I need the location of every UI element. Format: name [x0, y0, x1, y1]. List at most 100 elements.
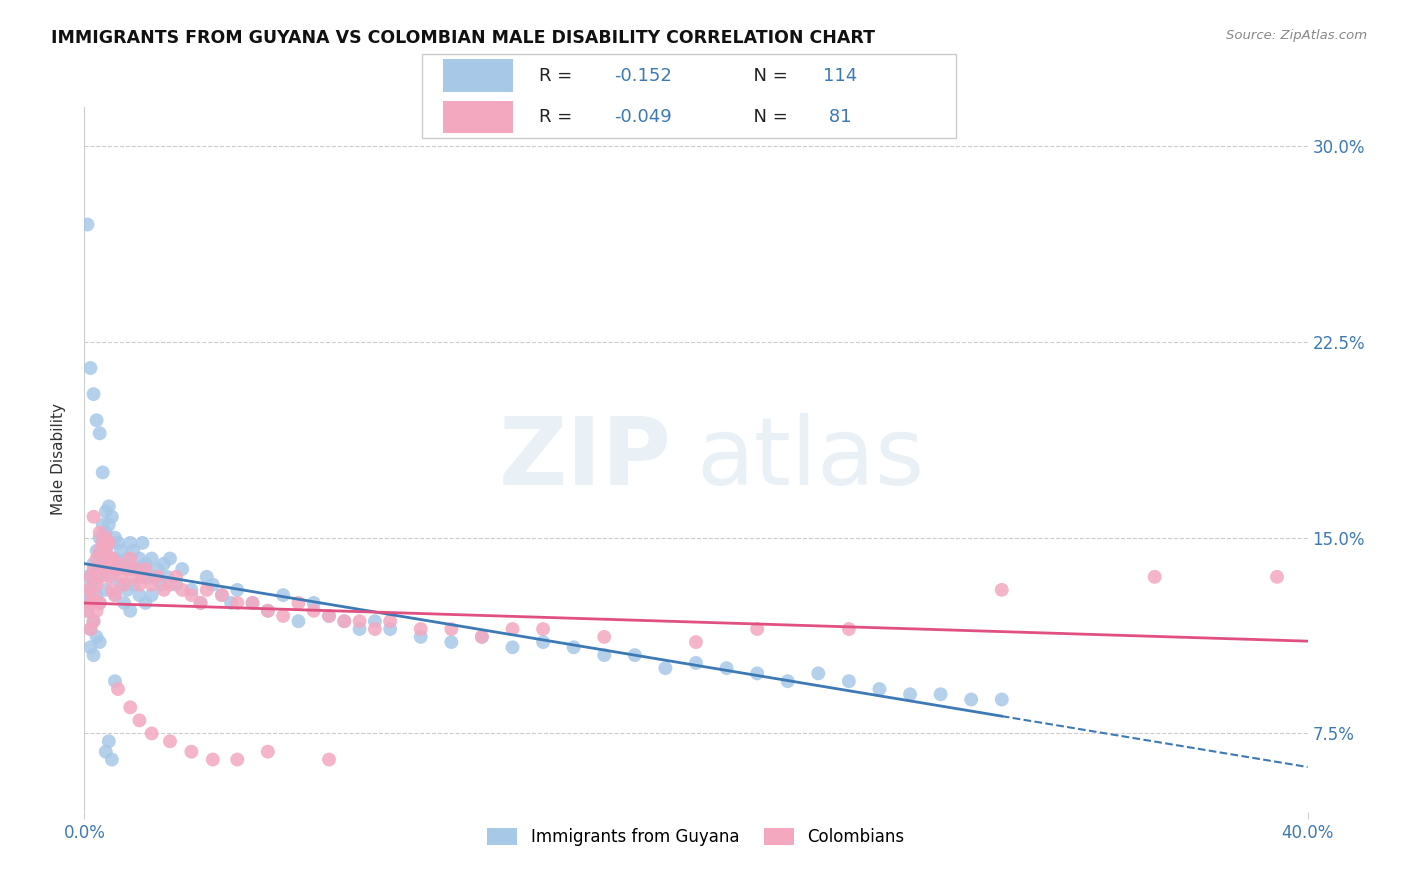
Point: [226, 582, 249, 597]
Text: 81: 81: [823, 108, 851, 126]
Point: [128, 588, 150, 602]
Point: [89, 543, 111, 558]
Point: [131, 562, 153, 576]
Point: [107, 681, 129, 696]
Point: [685, 635, 707, 649]
Point: [101, 536, 124, 550]
Point: [172, 562, 194, 576]
Point: [333, 614, 356, 628]
Point: [94, 543, 117, 558]
Point: [91, 466, 114, 480]
Point: [159, 551, 181, 566]
Point: [141, 726, 163, 740]
Point: [89, 549, 111, 563]
Point: [440, 635, 463, 649]
Point: [153, 582, 176, 597]
Point: [83, 509, 105, 524]
Point: [91, 562, 114, 576]
Point: [211, 588, 233, 602]
Point: [86, 604, 108, 618]
Point: [122, 570, 145, 584]
Point: [502, 622, 524, 636]
Point: [83, 577, 105, 591]
Point: [349, 614, 371, 628]
Point: [122, 577, 145, 591]
Point: [143, 570, 166, 584]
Point: [128, 551, 150, 566]
Point: [86, 413, 108, 427]
Point: [287, 614, 309, 628]
Point: [91, 517, 114, 532]
Point: [318, 609, 340, 624]
Point: [76, 588, 98, 602]
Point: [89, 426, 111, 441]
Point: [287, 596, 309, 610]
Point: [86, 588, 108, 602]
Point: [104, 588, 127, 602]
Point: [112, 596, 135, 610]
Point: [195, 570, 218, 584]
Point: [101, 509, 124, 524]
Point: [869, 681, 891, 696]
Point: [76, 604, 98, 618]
Point: [101, 551, 124, 566]
Text: -0.049: -0.049: [614, 108, 672, 126]
Point: [747, 622, 769, 636]
Point: [440, 622, 463, 636]
Point: [159, 577, 181, 591]
Text: R =: R =: [540, 67, 578, 85]
Point: [86, 551, 108, 566]
Point: [991, 582, 1014, 597]
Point: [960, 692, 983, 706]
Point: [190, 596, 212, 610]
Point: [83, 387, 105, 401]
Point: [153, 557, 176, 571]
Point: [201, 577, 224, 591]
Point: [94, 557, 117, 571]
Point: [97, 500, 120, 514]
Point: [125, 562, 148, 576]
Point: [112, 577, 135, 591]
Point: [104, 551, 127, 566]
Point: [624, 648, 647, 662]
Point: [776, 674, 799, 689]
Point: [110, 570, 132, 584]
Point: [128, 577, 150, 591]
Point: [180, 745, 202, 759]
Point: [502, 640, 524, 655]
Point: [302, 596, 325, 610]
Point: [257, 604, 280, 618]
Text: 114: 114: [823, 67, 856, 85]
Point: [156, 570, 179, 584]
Point: [131, 536, 153, 550]
Point: [89, 635, 111, 649]
Point: [83, 648, 105, 662]
Point: [349, 622, 371, 636]
Point: [83, 562, 105, 576]
Point: [180, 588, 202, 602]
Point: [380, 614, 402, 628]
Point: [531, 635, 554, 649]
Point: [115, 582, 138, 597]
Point: [97, 734, 120, 748]
Point: [807, 666, 830, 681]
Point: [716, 661, 738, 675]
Point: [271, 588, 294, 602]
Point: [141, 588, 163, 602]
Point: [1143, 570, 1166, 584]
Point: [1265, 570, 1288, 584]
Point: [149, 577, 172, 591]
Point: [94, 745, 117, 759]
Point: [211, 588, 233, 602]
Point: [471, 630, 494, 644]
Point: [91, 536, 114, 550]
Point: [120, 536, 142, 550]
Point: [242, 596, 264, 610]
Point: [318, 752, 340, 766]
Point: [257, 745, 280, 759]
Point: [929, 687, 952, 701]
Point: [104, 562, 127, 576]
Point: [89, 570, 111, 584]
Point: [302, 604, 325, 618]
Point: [101, 582, 124, 597]
